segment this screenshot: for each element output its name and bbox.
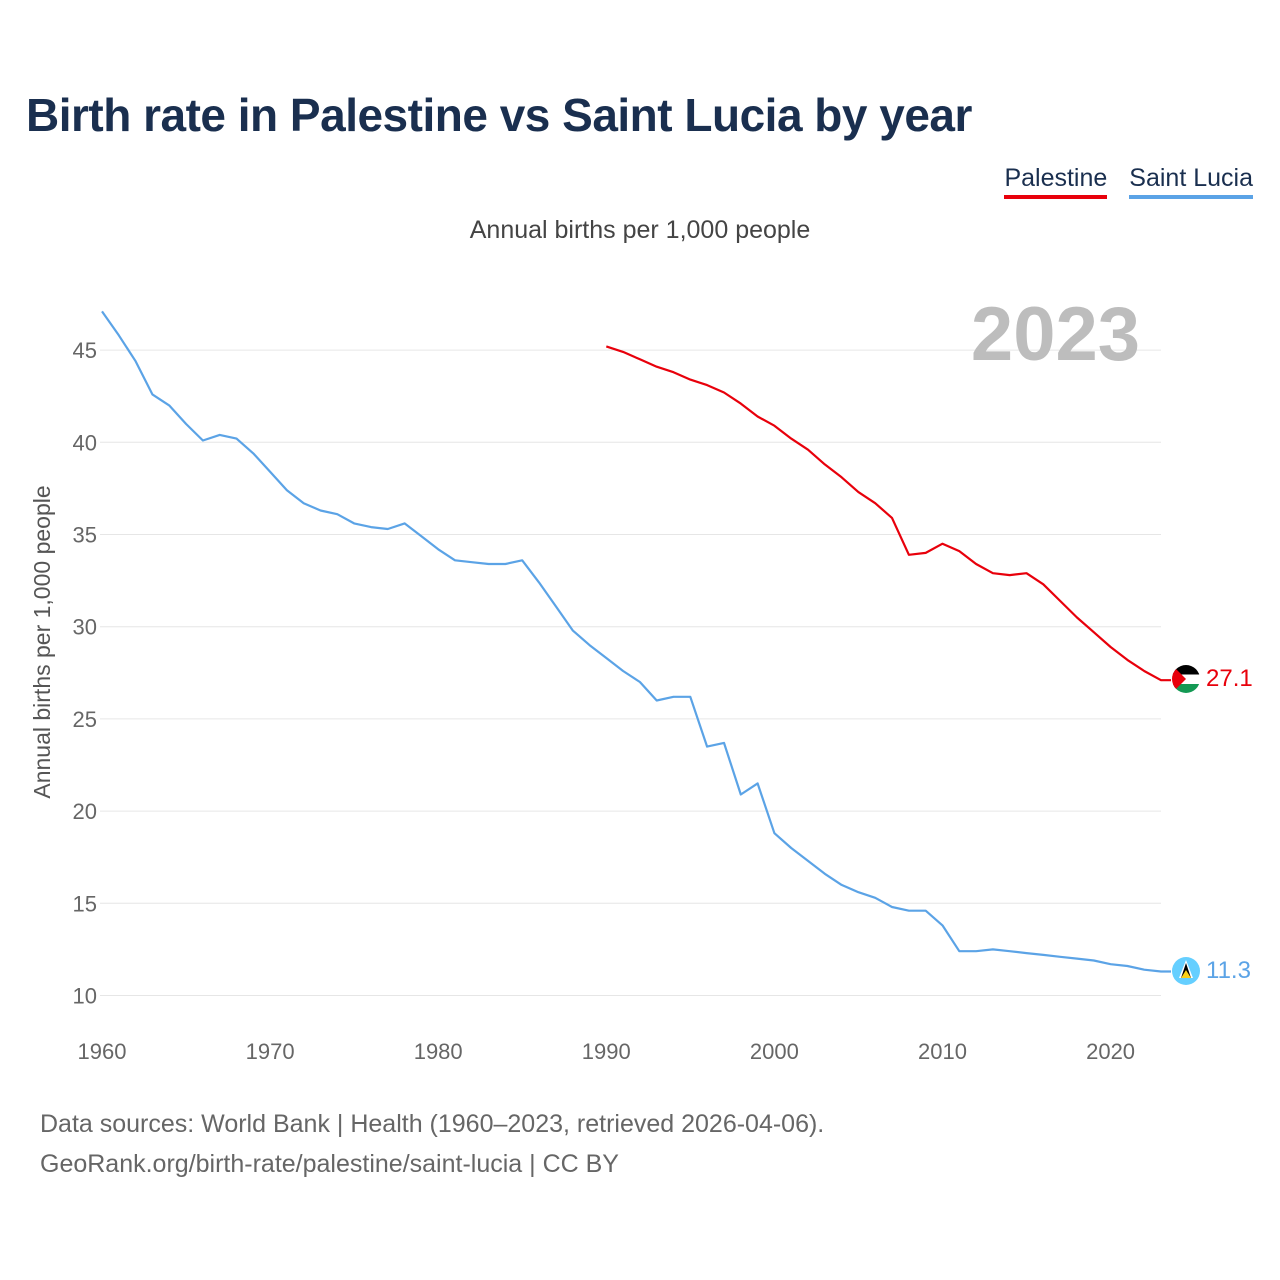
palestine-end-label: 27.1 [1206, 665, 1253, 692]
y-tick-label: 15 [73, 891, 97, 916]
source-line-1: Data sources: World Bank | Health (1960–… [40, 1110, 825, 1138]
legend-item-palestine[interactable]: Palestine [1004, 164, 1108, 199]
saint-lucia-flag-icon [1172, 957, 1200, 985]
x-tick-label: 2020 [1086, 1039, 1135, 1064]
chart-title: Birth rate in Palestine vs Saint Lucia b… [26, 89, 972, 141]
source-line-2[interactable]: GeoRank.org/birth-rate/palestine/saint-l… [40, 1150, 619, 1178]
x-tick-label: 1970 [246, 1039, 295, 1064]
y-tick-label: 40 [73, 430, 97, 455]
series-line-palestine[interactable] [605, 345, 1171, 682]
chart-subtitle: Annual births per 1,000 people [469, 216, 811, 244]
y-tick-label: 10 [73, 984, 97, 1009]
y-tick-label: 20 [73, 799, 97, 824]
x-axis-ticks: 1960 1970 1980 1990 2000 2010 2020 [78, 1039, 1136, 1064]
current-year-label: 2023 [971, 292, 1140, 377]
saint-lucia-end-label: 11.3 [1206, 957, 1251, 984]
series-lines [101, 310, 1171, 973]
legend: Palestine Saint Lucia [1004, 164, 1253, 199]
x-tick-label: 2000 [750, 1039, 799, 1064]
x-tick-label: 1980 [414, 1039, 463, 1064]
y-tick-label: 45 [73, 338, 97, 363]
source-note: Data sources: World Bank | Health (1960–… [40, 1104, 824, 1184]
y-tick-label: 25 [73, 707, 97, 732]
series-line-saint-lucia[interactable] [101, 310, 1171, 973]
y-tick-label: 30 [73, 615, 97, 640]
x-tick-label: 1960 [78, 1039, 127, 1064]
x-tick-label: 2010 [918, 1039, 967, 1064]
x-tick-label: 1990 [582, 1039, 631, 1064]
grid-lines [100, 349, 1161, 996]
y-axis-ticks: 10 15 20 25 30 35 40 45 [73, 338, 97, 1008]
y-axis-label: Annual births per 1,000 people [29, 485, 55, 798]
y-tick-label: 35 [73, 523, 97, 548]
palestine-flag-icon [1172, 665, 1200, 693]
legend-item-saint-lucia[interactable]: Saint Lucia [1129, 164, 1253, 199]
